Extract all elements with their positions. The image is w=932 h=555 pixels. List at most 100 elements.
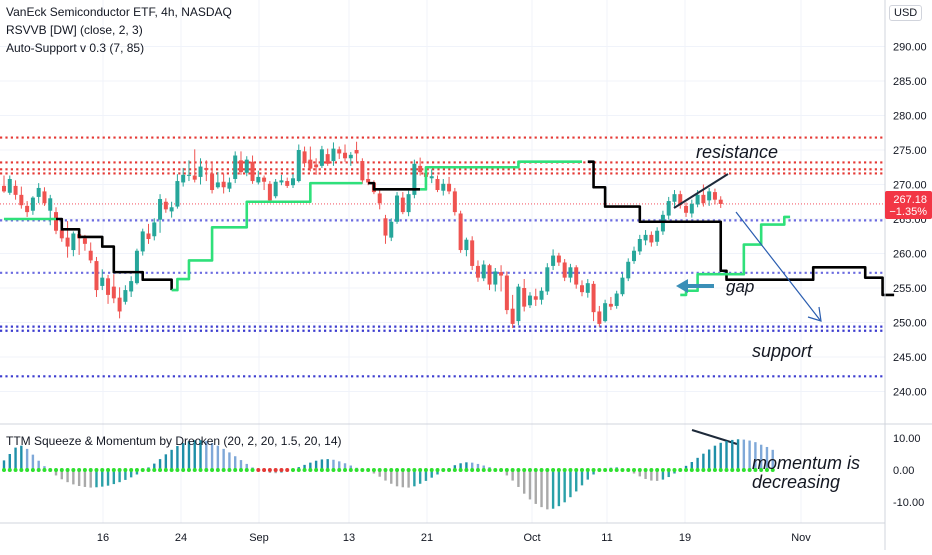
squeeze-dot (516, 468, 521, 472)
squeeze-dot (204, 468, 209, 472)
squeeze-dot (331, 468, 336, 472)
momentum-bar (314, 460, 318, 470)
squeeze-dot (146, 468, 151, 472)
squeeze-dot (59, 468, 64, 472)
candle-body (452, 191, 457, 213)
momentum-label-line2[interactable]: decreasing (752, 472, 840, 492)
squeeze-dot (337, 468, 342, 472)
squeeze-dot (649, 468, 654, 472)
squeeze-dot (643, 468, 648, 472)
momentum-bar (25, 448, 29, 470)
candle-body (562, 262, 567, 278)
candle-body (308, 159, 313, 169)
indicator-ttm-label[interactable]: TTM Squeeze & Momentum by Drecken (20, 2… (6, 434, 342, 448)
candle-body (227, 182, 232, 189)
price-badge[interactable] (885, 190, 932, 219)
candle-body (88, 250, 93, 261)
momentum-bar (511, 470, 514, 481)
currency-button[interactable]: USD (889, 5, 923, 21)
squeeze-dot (556, 468, 561, 472)
resistance-label[interactable]: resistance (696, 142, 778, 162)
resistance-trendline[interactable] (673, 173, 729, 209)
candle-body (348, 154, 353, 159)
squeeze-dot (285, 468, 290, 472)
squeeze-dot (2, 468, 6, 472)
candle-body (285, 181, 290, 186)
candle-body (383, 218, 388, 236)
candle-body (13, 185, 18, 195)
momentum-bar (384, 470, 387, 481)
squeeze-dot (423, 468, 428, 472)
candle-body (129, 281, 134, 292)
momentum-bar (205, 441, 208, 470)
support-label[interactable]: support (752, 341, 813, 361)
momentum-bar (424, 470, 428, 481)
momentum-bar (20, 445, 23, 470)
candle-body (556, 255, 561, 263)
candle-body (464, 239, 469, 251)
squeeze-dot (366, 468, 371, 472)
momentum-label-line1[interactable]: momentum is (752, 453, 860, 473)
squeeze-dot (545, 468, 550, 472)
momentum-bar (655, 470, 659, 481)
candle-body (458, 213, 463, 251)
squeeze-dot (464, 468, 469, 472)
candle-body (539, 290, 544, 300)
momentum-bar (644, 470, 647, 479)
squeeze-dot (371, 468, 376, 472)
candle-body (71, 233, 76, 251)
squeeze-dot (724, 468, 729, 472)
momentum-bar (37, 460, 40, 470)
squeeze-dot (354, 468, 359, 472)
price-tick-label: 290.00 (893, 42, 927, 54)
squeeze-dot (308, 468, 313, 472)
momentum-bar (153, 463, 156, 470)
candle-body (163, 201, 168, 210)
squeeze-dot (140, 468, 145, 472)
candle-body (366, 178, 371, 183)
candle-body (117, 297, 122, 312)
candle-body (59, 230, 64, 239)
momentum-bar (690, 462, 694, 470)
time-tick-label: Oct (523, 532, 540, 544)
momentum-bar (667, 470, 670, 478)
squeeze-dot (256, 468, 261, 472)
squeeze-dot (221, 468, 226, 472)
squeeze-dot (77, 468, 82, 472)
momentum-bar (759, 444, 763, 470)
momentum-bar (418, 470, 422, 484)
momentum-bar (754, 442, 757, 470)
squeeze-dot (504, 468, 509, 472)
squeeze-dot (19, 468, 24, 472)
squeeze-dot (302, 468, 307, 472)
candle-body (441, 183, 446, 191)
momentum-bar (540, 470, 543, 508)
candle-body (597, 311, 602, 324)
candle-body (643, 234, 648, 241)
indicator-rsvvb-label[interactable]: RSVVB [DW] (close, 2, 3) (6, 23, 143, 37)
momentum-bar (77, 470, 81, 486)
candle-body (632, 250, 637, 262)
candle-body (198, 166, 203, 177)
candle-body (158, 198, 163, 220)
indicator-autosupport-label[interactable]: Auto-Support v 0.3 (7, 85) (6, 41, 145, 55)
squeeze-dot (296, 468, 301, 472)
squeeze-dot (198, 468, 203, 472)
symbol-title[interactable]: VanEck Semiconductor ETF, 4h, NASDAQ (6, 5, 232, 19)
projection-arrow-line[interactable] (735, 211, 821, 321)
gap-arrow-head (676, 279, 688, 293)
gap-label[interactable]: gap (726, 277, 754, 296)
candle-body (48, 198, 53, 211)
momentum-bar (338, 461, 341, 470)
momentum-bar (170, 449, 173, 470)
squeeze-dot (71, 468, 76, 472)
candle-body (36, 187, 41, 197)
squeeze-dot (227, 468, 232, 472)
momentum-trendline[interactable] (691, 429, 738, 445)
squeeze-dot (25, 468, 30, 472)
squeeze-dot (753, 468, 758, 472)
squeeze-dot (319, 468, 324, 472)
